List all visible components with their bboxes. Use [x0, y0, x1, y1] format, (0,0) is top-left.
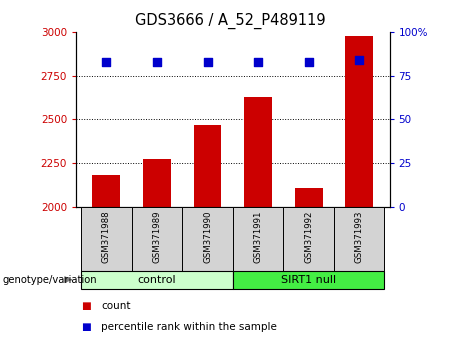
Text: SIRT1 null: SIRT1 null [281, 275, 336, 285]
Text: ■: ■ [81, 322, 90, 332]
Point [254, 59, 262, 64]
Point [305, 59, 313, 64]
Bar [81, 271, 233, 289]
Text: control: control [138, 275, 176, 285]
Bar [345, 36, 373, 207]
Text: GSM371990: GSM371990 [203, 210, 212, 263]
Bar [194, 125, 221, 207]
Text: count: count [101, 301, 131, 311]
Point [204, 59, 211, 64]
Bar [233, 271, 384, 289]
Point [355, 57, 363, 63]
Text: percentile rank within the sample: percentile rank within the sample [101, 322, 278, 332]
Text: GSM371993: GSM371993 [355, 210, 364, 263]
Point [103, 59, 110, 64]
Bar [81, 207, 132, 271]
Text: GSM371988: GSM371988 [102, 210, 111, 263]
Text: GSM371991: GSM371991 [254, 210, 263, 263]
Text: GDS3666 / A_52_P489119: GDS3666 / A_52_P489119 [135, 12, 326, 29]
Text: ■: ■ [81, 301, 90, 311]
Bar [143, 159, 171, 207]
Bar [284, 207, 334, 271]
Text: GSM371992: GSM371992 [304, 210, 313, 263]
Point [153, 59, 160, 64]
Bar [93, 175, 120, 207]
Bar [295, 188, 323, 207]
Bar [334, 207, 384, 271]
Text: genotype/variation: genotype/variation [2, 275, 97, 285]
Bar [233, 207, 284, 271]
Bar [132, 207, 182, 271]
Text: GSM371989: GSM371989 [153, 210, 161, 263]
Bar [244, 97, 272, 207]
Bar [182, 207, 233, 271]
